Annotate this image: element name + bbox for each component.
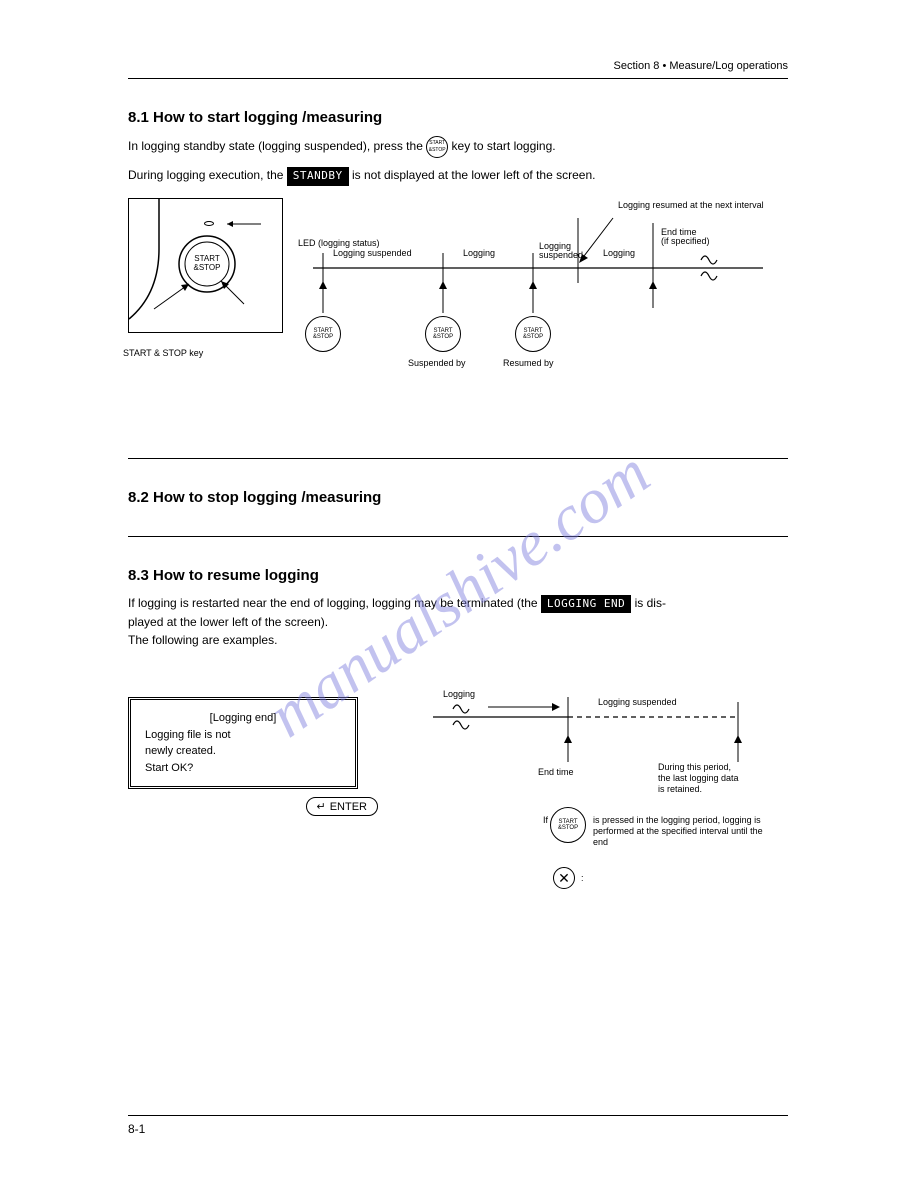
section-8-2-title: 8.2 How to stop logging /measuring: [128, 489, 788, 506]
t2-seg1: Logging: [443, 689, 475, 700]
close-icon[interactable]: ✕: [553, 867, 575, 889]
t2-seg2: Logging suspended: [598, 697, 677, 708]
footer: 8-1: [128, 1115, 788, 1136]
intro-prefix: In logging standby state (logging suspen…: [128, 139, 426, 153]
seg1-label: Logging suspended: [333, 248, 412, 259]
section-8-1-line2: During logging execution, the STANDBY is…: [128, 166, 788, 186]
section-8-1-body: In logging standby state (logging suspen…: [128, 136, 788, 158]
rule-2: [128, 458, 788, 459]
diagram-row-2: [Logging end] Logging file is not newly …: [128, 667, 788, 897]
popup-l2: newly created.: [145, 743, 341, 760]
header-breadcrumb: Section 8 • Measure/Log operations: [128, 60, 788, 72]
resume-label: Logging resumed at the next interval: [618, 200, 768, 211]
t2-caption: is pressed in the logging period, loggin…: [593, 815, 773, 847]
cap-resumed: Resumed by: [503, 358, 554, 369]
panel-btn-label: START &STOP: [191, 254, 223, 272]
page-number: 8-1: [128, 1122, 788, 1136]
popup-dialog: [Logging end] Logging file is not newly …: [128, 697, 358, 789]
logging-end-badge: LOGGING END: [541, 595, 631, 614]
led-label: LED (logging status): [298, 238, 380, 249]
seg4-label: Logging: [603, 248, 635, 259]
section-8-1-title: 8.1 How to start logging /measuring: [128, 109, 788, 126]
page-content: Section 8 • Measure/Log operations 8.1 H…: [128, 60, 788, 897]
section-8-3-body: If logging is restarted near the end of …: [128, 594, 788, 650]
key-label: START & STOP key: [123, 348, 233, 359]
standby-badge: STANDBY: [287, 167, 349, 186]
footer-rule: [128, 1115, 788, 1116]
esc-colon: :: [581, 873, 584, 884]
enter-button[interactable]: ↵ ENTER: [306, 797, 379, 816]
enter-arrow-icon: ↵: [317, 800, 326, 813]
start-circle-1: START&STOP: [305, 316, 341, 352]
start-circle-2: START&STOP: [425, 316, 461, 352]
popup-l3: Start OK?: [145, 760, 341, 777]
end-label: End time (if specified): [661, 228, 710, 248]
header-rule: [128, 78, 788, 79]
popup-l1: Logging file is not: [145, 727, 341, 744]
t2-if-label: If: [428, 815, 548, 826]
t2-end: End time: [538, 767, 574, 778]
panel-illustration: START &STOP: [128, 198, 283, 333]
timeline-2: Logging Logging suspended End time Durin…: [428, 667, 768, 897]
seg3-label: Logging suspended: [539, 242, 583, 262]
start-stop-inline-icon: START &STOP: [426, 136, 448, 158]
t2-start-circle: START&STOP: [550, 807, 586, 843]
start-circle-3: START&STOP: [515, 316, 551, 352]
led-indicator: [204, 221, 214, 226]
intro-suffix: key to start logging.: [452, 139, 556, 153]
cap-suspended: Suspended by: [408, 358, 466, 369]
rule-3: [128, 536, 788, 537]
section-8-3-title: 8.3 How to resume logging: [128, 567, 788, 584]
seg2-label: Logging: [463, 248, 495, 259]
timeline-1: Logging suspended Logging Logging suspen…: [303, 198, 788, 378]
t2-last: During this period, the last logging dat…: [658, 762, 739, 794]
popup-title: [Logging end]: [145, 710, 341, 727]
